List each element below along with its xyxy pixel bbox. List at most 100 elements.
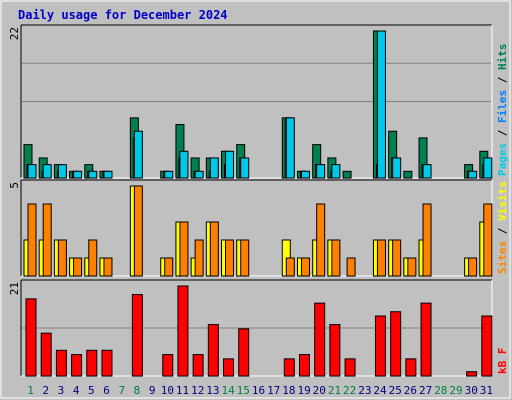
- bar-pages-day-8: [133, 130, 143, 179]
- x-tick-label-day-11: 11: [176, 384, 189, 397]
- x-tick-label-day-31: 31: [480, 384, 493, 397]
- legend-entry: /: [496, 123, 509, 143]
- bar-sites-day-18: [285, 257, 295, 277]
- bar-sites-day-4: [73, 257, 83, 277]
- legend: Sites / Visits: [496, 181, 509, 274]
- legend-entry: Visits: [496, 181, 509, 221]
- bar-sites-day-25: [392, 239, 402, 277]
- bar-kb-f-day-25: [390, 311, 402, 377]
- x-tick-label-day-5: 5: [88, 384, 95, 397]
- x-tick-label-day-20: 20: [313, 384, 326, 397]
- bar-sites-day-12: [194, 239, 204, 277]
- bar-sites-day-22: [346, 257, 356, 277]
- x-tick-label-day-26: 26: [404, 384, 417, 397]
- x-tick-label-day-6: 6: [103, 384, 110, 397]
- x-tick-label-day-22: 22: [343, 384, 356, 397]
- bar-kb-f-day-3: [55, 349, 67, 377]
- bar-kb-f-day-19: [298, 354, 310, 377]
- bar-kb-f-day-21: [329, 324, 341, 377]
- y-max-label: 21: [8, 282, 21, 295]
- bar-pages-day-18: [285, 117, 295, 179]
- legend-entry: kB F: [496, 348, 509, 375]
- x-tick-label-day-17: 17: [267, 384, 280, 397]
- bar-sites-day-2: [42, 203, 52, 277]
- chart-panels: 22 Pages / Files / Hits 5 Sites / Visits 21 k…: [8, 24, 509, 377]
- bar-pages-day-3: [57, 164, 67, 179]
- bar-sites-day-6: [103, 257, 113, 277]
- bar-kb-f-day-31: [481, 315, 493, 377]
- x-tick-label-day-28: 28: [434, 384, 447, 397]
- y-max-label: 5: [8, 182, 21, 189]
- bar-pages-day-5: [88, 170, 98, 179]
- x-tick-label-day-10: 10: [161, 384, 174, 397]
- legend-entry: /: [496, 221, 509, 241]
- x-tick-label-day-2: 2: [42, 384, 49, 397]
- bar-kb-f-day-2: [40, 332, 52, 377]
- x-tick-label-day-7: 7: [118, 384, 125, 397]
- legend-entry: Pages: [496, 143, 509, 176]
- bar-sites-day-19: [300, 257, 310, 277]
- bar-pages-day-14: [225, 150, 235, 179]
- legend-entry: /: [496, 70, 509, 90]
- bar-sites-day-15: [240, 239, 250, 277]
- bar-kb-f-day-24: [374, 315, 386, 377]
- bar-pages-day-6: [103, 170, 113, 179]
- bar-pages-day-1: [27, 164, 37, 179]
- legend-entry: Files: [496, 90, 509, 123]
- x-tick-label-day-12: 12: [191, 384, 204, 397]
- bar-sites-day-27: [422, 203, 432, 277]
- x-tick-label-day-3: 3: [58, 384, 65, 397]
- bar-hits-day-22: [342, 170, 352, 179]
- bar-pages-day-30: [468, 170, 478, 179]
- bar-pages-day-24: [376, 30, 386, 179]
- x-tick-label-day-19: 19: [297, 384, 310, 397]
- bar-pages-day-25: [392, 157, 402, 179]
- bar-sites-day-31: [483, 203, 493, 277]
- bar-pages-day-19: [300, 170, 310, 179]
- x-tick-label-day-25: 25: [389, 384, 402, 397]
- x-tick-label-day-1: 1: [27, 384, 34, 397]
- bar-pages-day-15: [240, 157, 250, 179]
- legend-entry: Hits: [496, 44, 509, 71]
- x-tick-label-day-21: 21: [328, 384, 341, 397]
- x-axis-day-labels: 1 2 3 4 5 6 7 8 9 10 11 12 13 14 15 16 17 18 19 20 21 22 23 24 2…: [27, 384, 493, 397]
- bar-sites-day-21: [331, 239, 341, 277]
- x-tick-label-day-27: 27: [419, 384, 432, 397]
- bar-kb-f-day-26: [405, 358, 417, 377]
- bar-pages-day-4: [73, 170, 83, 179]
- x-tick-label-day-23: 23: [358, 384, 371, 397]
- x-tick-label-day-8: 8: [134, 384, 141, 397]
- bar-kb-f-day-12: [192, 354, 204, 377]
- bar-kb-f-day-4: [71, 354, 83, 377]
- x-tick-label-day-13: 13: [206, 384, 219, 397]
- x-tick-label-day-24: 24: [373, 384, 387, 397]
- bar-pages-day-31: [483, 157, 493, 179]
- bar-kb-f-day-30: [466, 371, 478, 377]
- bar-pages-day-10: [164, 170, 174, 179]
- panel-visits-sites: 5 Sites / Visits: [8, 179, 509, 277]
- bar-pages-day-21: [331, 164, 341, 179]
- bar-sites-day-24: [376, 239, 386, 277]
- panel-hits-files-pages: 22 Pages / Files / Hits: [8, 24, 509, 179]
- bar-pages-day-13: [209, 157, 219, 179]
- bar-sites-day-1: [27, 203, 37, 277]
- chart-title: Daily usage for December 2024: [18, 8, 228, 22]
- bar-kb-f-day-10: [162, 354, 174, 377]
- x-tick-label-day-16: 16: [252, 384, 265, 397]
- x-tick-label-day-4: 4: [73, 384, 80, 397]
- bar-sites-day-20: [316, 203, 326, 277]
- bar-kb-f-day-18: [283, 358, 295, 377]
- bar-sites-day-3: [57, 239, 67, 277]
- x-tick-label-day-18: 18: [282, 384, 295, 397]
- x-tick-label-day-30: 30: [465, 384, 478, 397]
- x-tick-label-day-29: 29: [449, 384, 462, 397]
- bar-pages-day-20: [316, 164, 326, 179]
- bar-kb-f-day-20: [314, 302, 326, 377]
- bar-sites-day-10: [164, 257, 174, 277]
- bar-sites-day-14: [225, 239, 235, 277]
- bar-sites-day-30: [468, 257, 478, 277]
- bar-kb-f-day-11: [177, 285, 189, 377]
- legend: Pages / Files / Hits: [496, 44, 509, 177]
